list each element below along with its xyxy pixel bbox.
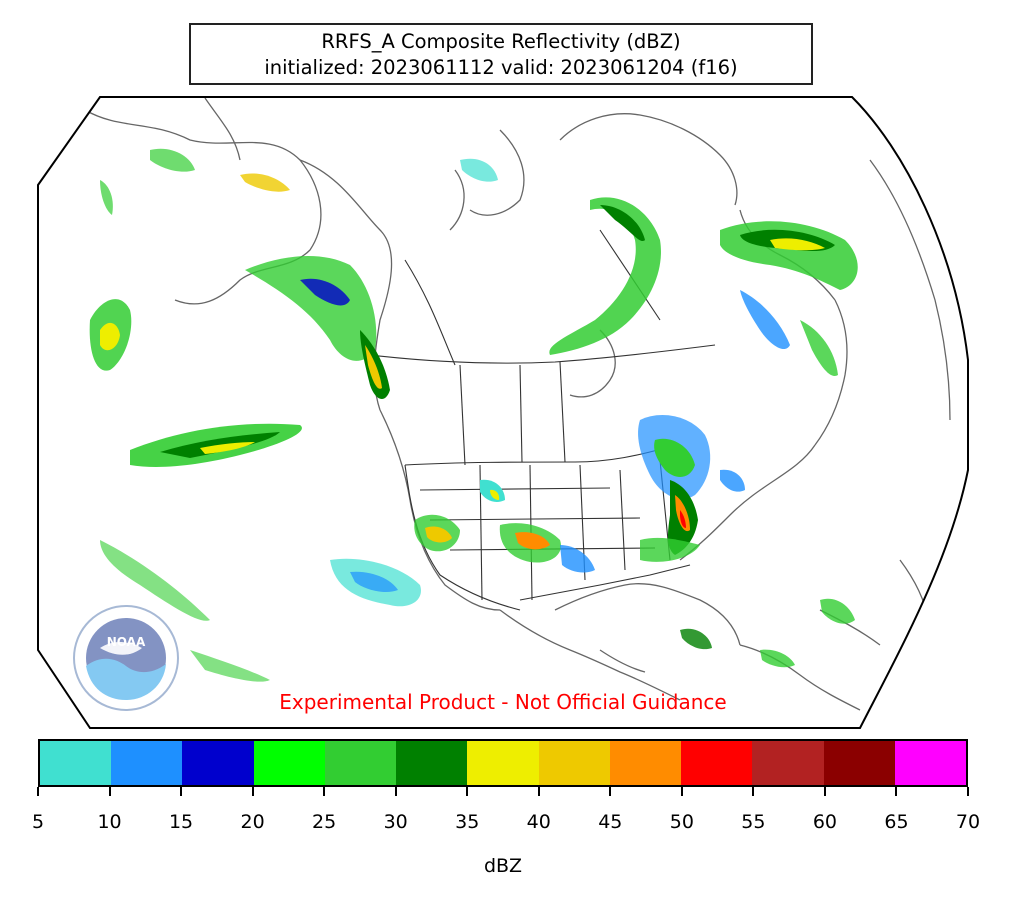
colorbar-segment	[681, 741, 753, 785]
tick-mark	[323, 787, 326, 796]
tick-mark	[895, 787, 898, 796]
tick-mark	[537, 787, 540, 796]
colorbar-segment	[182, 741, 254, 785]
colorbar-segment	[324, 741, 397, 785]
tick-label: 40	[526, 811, 551, 833]
colorbar-segment	[823, 741, 895, 785]
colorbar-ticks: 5 10 15 20 25 30 35 40 45 50 55 60 65 70	[32, 787, 980, 837]
colorbar-segment	[467, 741, 539, 785]
colorbar-segment	[40, 741, 112, 785]
colorbar-segment	[396, 741, 468, 785]
map-title: RRFS_A Composite Reflectivity (dBZ) init…	[189, 23, 813, 85]
tick-label: 20	[240, 811, 265, 833]
tick-mark	[466, 787, 469, 796]
disclaimer-text: Experimental Product - Not Official Guid…	[279, 690, 727, 714]
tick-label: 15	[168, 811, 194, 833]
title-line-1: RRFS_A Composite Reflectivity (dBZ)	[321, 30, 681, 53]
tick-label: 55	[741, 811, 766, 833]
reflectivity-echoes	[89, 148, 858, 682]
coastlines	[84, 97, 951, 711]
tick-mark	[37, 787, 39, 796]
tick-label: 50	[669, 811, 694, 833]
colorbar-segment	[538, 741, 610, 785]
reflectivity-map	[37, 96, 969, 729]
tick-mark	[752, 787, 755, 796]
tick-mark	[180, 787, 183, 796]
colorbar-segment	[253, 741, 325, 785]
tick-label: 5	[31, 811, 45, 833]
tick-label: 10	[97, 811, 122, 833]
colorbar-segment	[894, 741, 967, 785]
noaa-logo-text: NOAA	[107, 635, 146, 649]
map-frame	[37, 96, 969, 729]
tick-label: 65	[884, 811, 909, 833]
colorbar-segment	[752, 741, 824, 785]
colorbar-segment	[111, 741, 183, 785]
tick-label: 35	[455, 811, 480, 833]
tick-label: 60	[812, 811, 838, 833]
tick-mark	[251, 787, 254, 796]
title-line-2: initialized: 2023061112 valid: 202306120…	[264, 56, 738, 79]
colorbar-segment	[609, 741, 682, 785]
tick-mark	[609, 787, 612, 796]
tick-mark	[394, 787, 397, 796]
tick-label: 45	[598, 811, 623, 833]
tick-mark	[108, 787, 111, 796]
colorbar	[38, 739, 968, 787]
tick-label: 25	[312, 811, 337, 833]
tick-mark	[823, 787, 826, 796]
colorbar-label: dBZ	[483, 855, 523, 877]
tick-mark	[967, 787, 969, 796]
tick-mark	[680, 787, 683, 796]
noaa-logo: NOAA	[73, 605, 179, 711]
tick-label: 30	[383, 811, 408, 833]
tick-label: 70	[955, 811, 981, 833]
